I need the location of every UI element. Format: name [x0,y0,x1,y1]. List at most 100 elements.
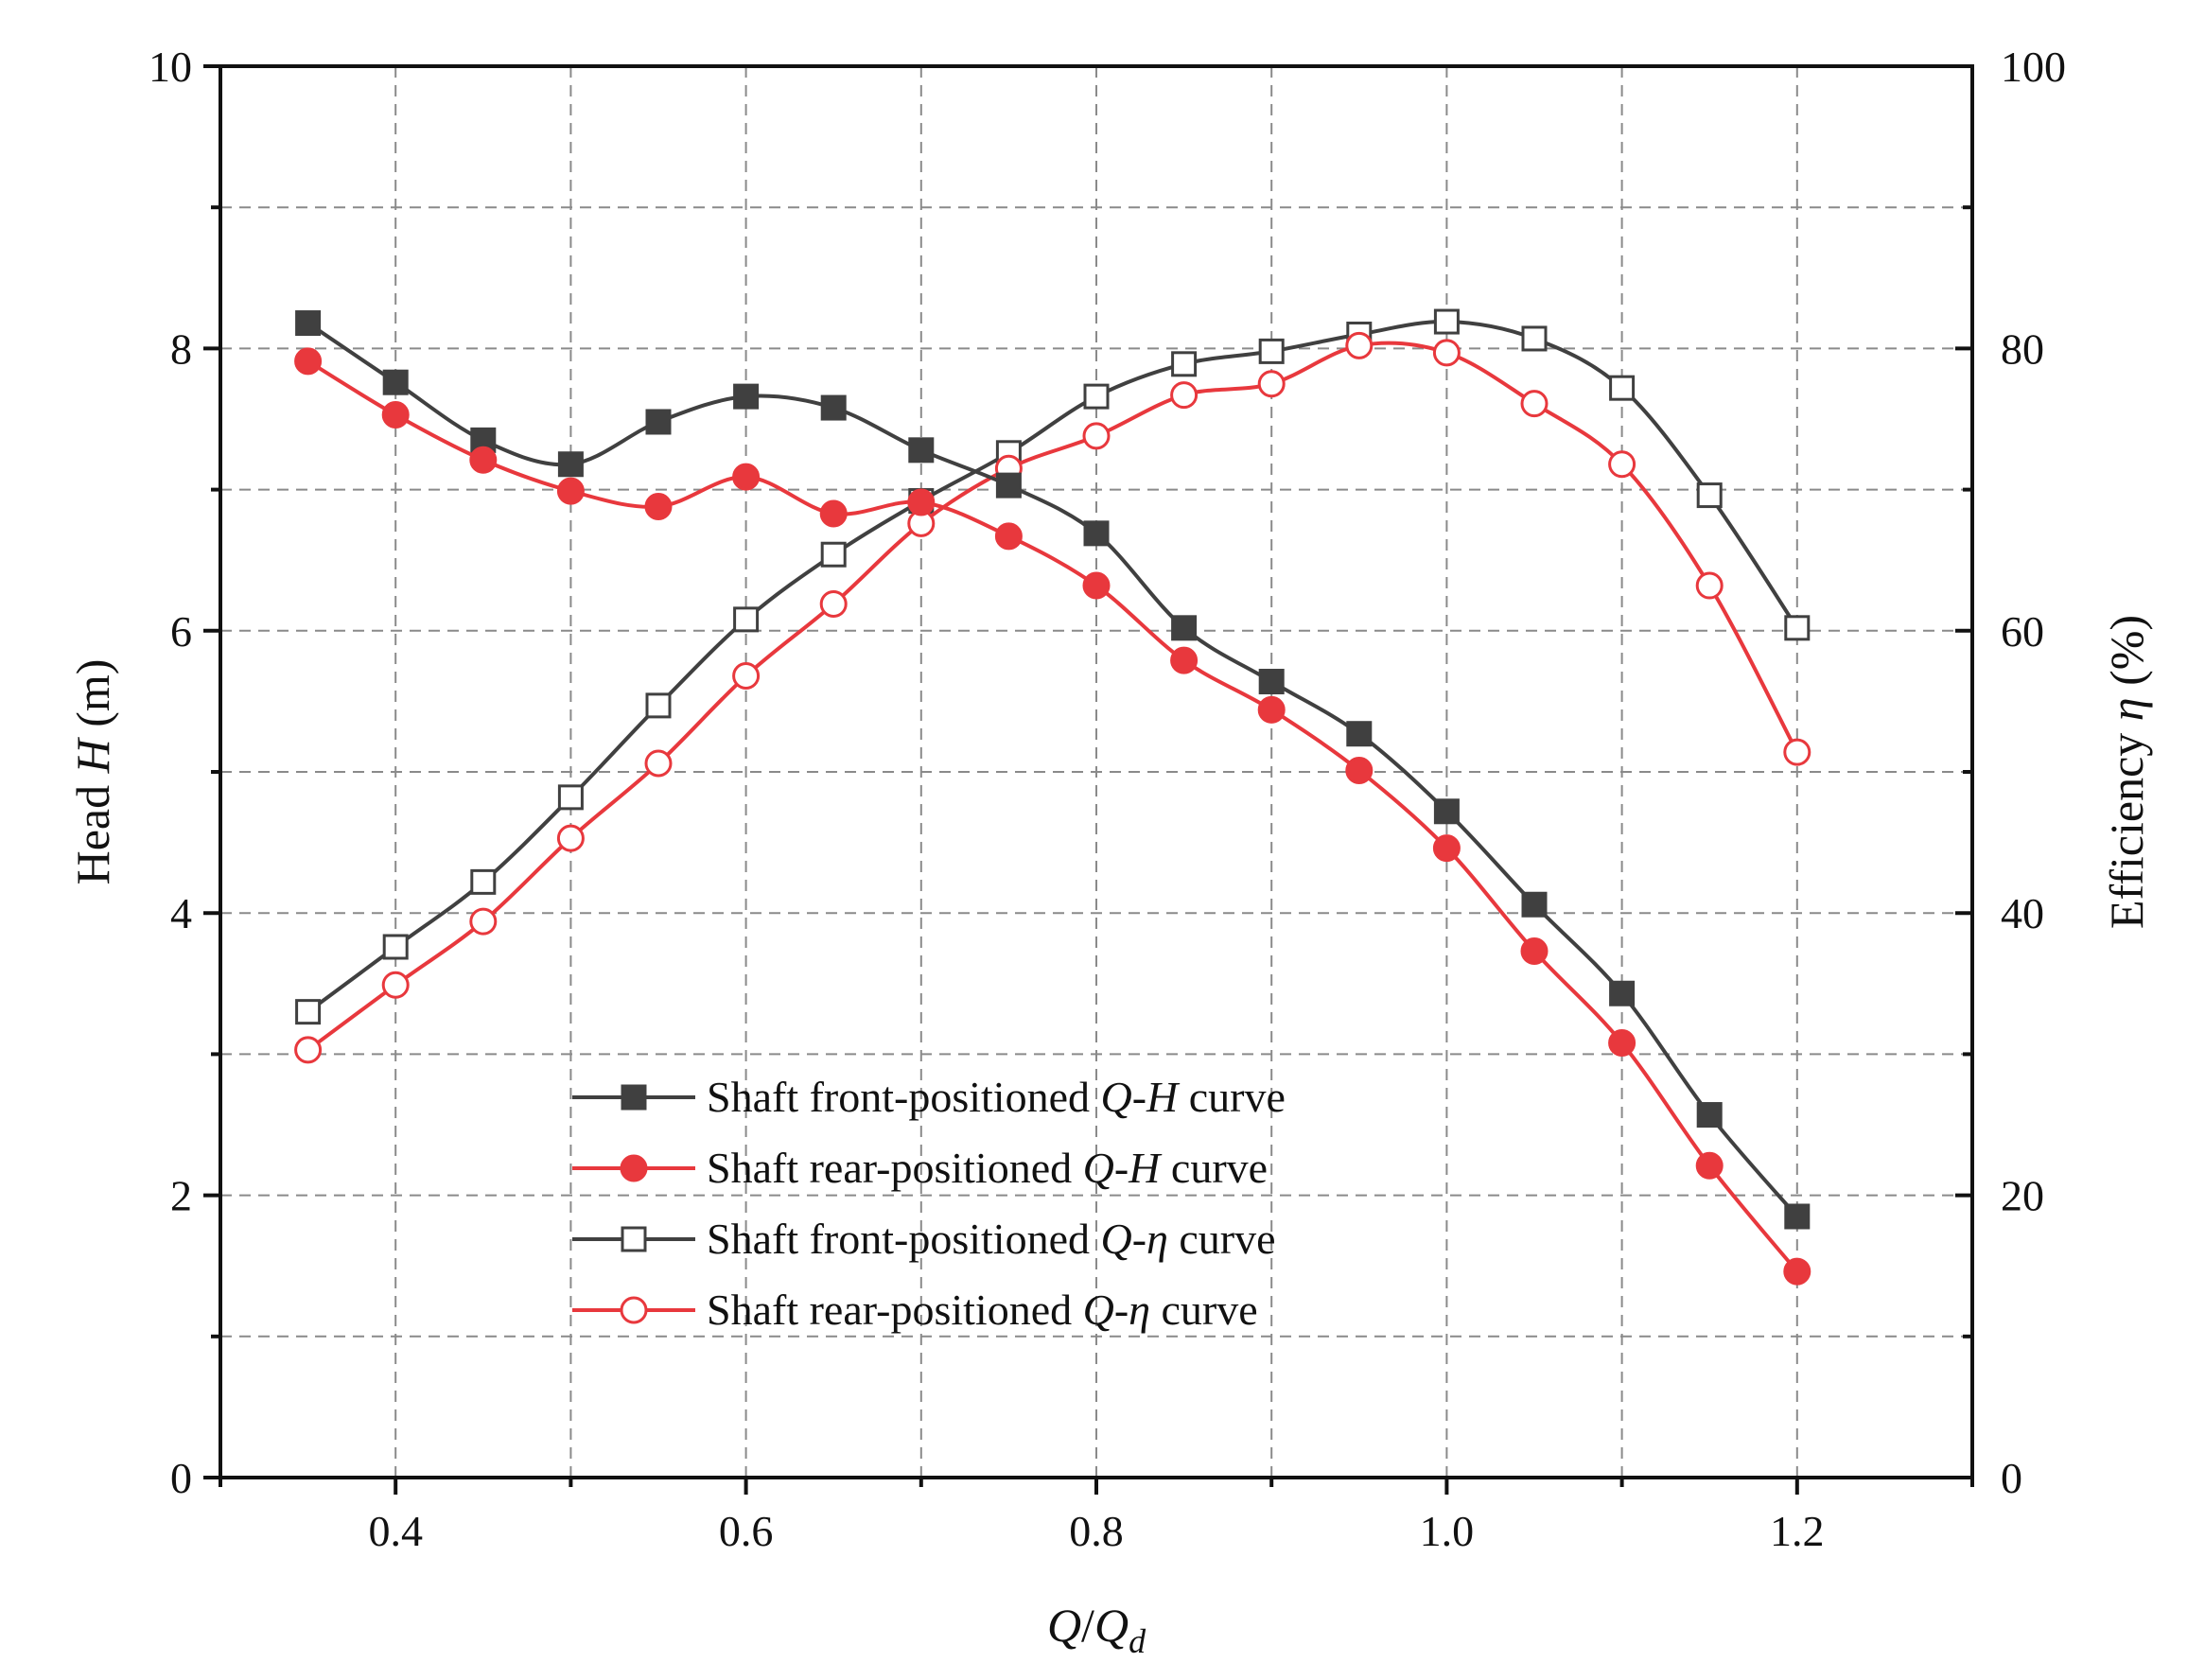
data-point-circle [1608,450,1636,479]
data-point-square [382,369,409,395]
data-point-square [1433,798,1460,825]
y-left-title-pre: Head [66,773,119,884]
legend-entry-rear-qeta: Shaft rear-positioned Q-η curve [572,1286,1258,1334]
series-layer [294,308,1811,1286]
y-right-tick-label: 60 [2001,607,2044,656]
x-axis-title-slash: / [1081,1599,1094,1652]
data-point-square [1346,721,1373,747]
data-point-circle [294,1036,323,1064]
data-point-square [1083,383,1110,410]
data-point-square [1258,669,1285,695]
series-2 [294,347,1811,1286]
data-point-circle [556,824,585,852]
data-point-square [1171,615,1198,641]
legend-label-front-qeta: Shaft front-positioned Q-η curve [707,1215,1276,1263]
data-point-square [908,437,935,464]
x-tick-label: 0.8 [1069,1507,1124,1555]
data-point-circle [644,749,673,778]
y-left-title-italic: H [66,736,119,774]
data-point-circle [1170,381,1199,410]
data-point-circle [1082,422,1111,450]
x-tick-label: 1.0 [1420,1507,1475,1555]
legend-label-front-qh: Shaft front-positioned Q-H curve [707,1073,1286,1121]
y-left-axis-title: Head H (m) [66,659,119,885]
data-point-circle [1345,757,1374,785]
y-left-tick-label: 6 [170,607,192,656]
data-point-circle [1520,390,1549,418]
y-right-title-post: (%) [2100,615,2153,697]
y-right-axis-title: Efficiency η (%) [2100,615,2153,929]
data-point-square [1784,1203,1811,1230]
data-point-circle [732,662,761,691]
data-point-square [1258,338,1285,364]
data-point-circle [1783,738,1811,766]
y-right-tick-label: 0 [2001,1454,2022,1502]
legend-label-rear-qh: Shaft rear-positioned Q-H curve [707,1144,1268,1192]
data-point-square [1521,891,1548,918]
y-right-tick-label: 20 [2001,1172,2044,1220]
x-axis-title-q2: Q [1094,1599,1129,1652]
data-point-square [382,934,409,960]
legend-label-rear-qeta: Shaft rear-positioned Q-η curve [707,1286,1258,1334]
y-left-tick-label: 4 [170,889,192,937]
x-axis-title-q: Q [1047,1599,1081,1652]
data-point-square [1521,325,1548,352]
data-point-circle [1257,370,1286,398]
data-point-square [295,310,322,337]
y-left-tick-label: 0 [170,1454,192,1502]
data-point-circle [381,971,410,999]
data-point-circle [1432,834,1461,863]
data-point-circle [1257,695,1286,724]
data-point-circle [469,446,498,474]
data-point-square [1696,1102,1723,1129]
y-left-tick-label: 8 [170,324,192,373]
data-point-square [1171,351,1198,377]
data-point-square [470,868,497,895]
data-point-square [1609,980,1636,1006]
data-point-square [557,451,584,478]
data-point-square [1083,520,1110,547]
data-point-circle [819,499,848,528]
y-right-tick-label: 80 [2001,324,2044,373]
x-tick-label: 0.6 [719,1507,774,1555]
data-point-circle [1608,1028,1636,1057]
data-point-square [733,383,760,410]
y-left-title-post: (m) [66,659,119,740]
data-point-square [557,784,584,811]
x-tick-label: 1.2 [1770,1507,1825,1555]
data-point-circle [1783,1257,1811,1286]
data-point-square [820,541,847,568]
data-point-circle [819,589,848,618]
data-point-circle [644,493,673,521]
x-tick-label: 0.4 [368,1507,423,1555]
data-point-square [995,472,1022,499]
legend-marker-filled-circle [620,1154,648,1182]
series-4 [294,331,1811,1064]
series-line [306,320,1799,1014]
data-point-square [295,999,322,1025]
series-line [306,359,1799,1273]
x-axis-title: Q/Qd [1047,1599,1146,1660]
data-point-square [1609,375,1636,401]
series-3 [295,308,1811,1025]
y-right-title-pre: Efficiency [2100,721,2153,929]
data-point-circle [1082,571,1111,600]
y-right-title-italic: η [2100,697,2153,721]
y-left-tick-label: 2 [170,1172,192,1220]
grid-lines [220,66,1972,1478]
data-point-circle [294,347,323,376]
legend-marker-open-circle [620,1296,648,1324]
data-point-circle [1695,571,1724,600]
y-right-tick-label: 40 [2001,889,2044,937]
data-point-circle [1695,1151,1724,1180]
legend-marker-filled-square [621,1084,647,1111]
legend-marker-open-square [621,1226,647,1252]
data-point-square [733,606,760,633]
legend: Shaft front-positioned Q-H curve Shaft r… [572,1073,1286,1334]
data-point-square [645,409,672,435]
y-left-tick-label: 10 [149,43,192,91]
data-point-circle [907,488,936,516]
data-point-square [1433,308,1460,335]
